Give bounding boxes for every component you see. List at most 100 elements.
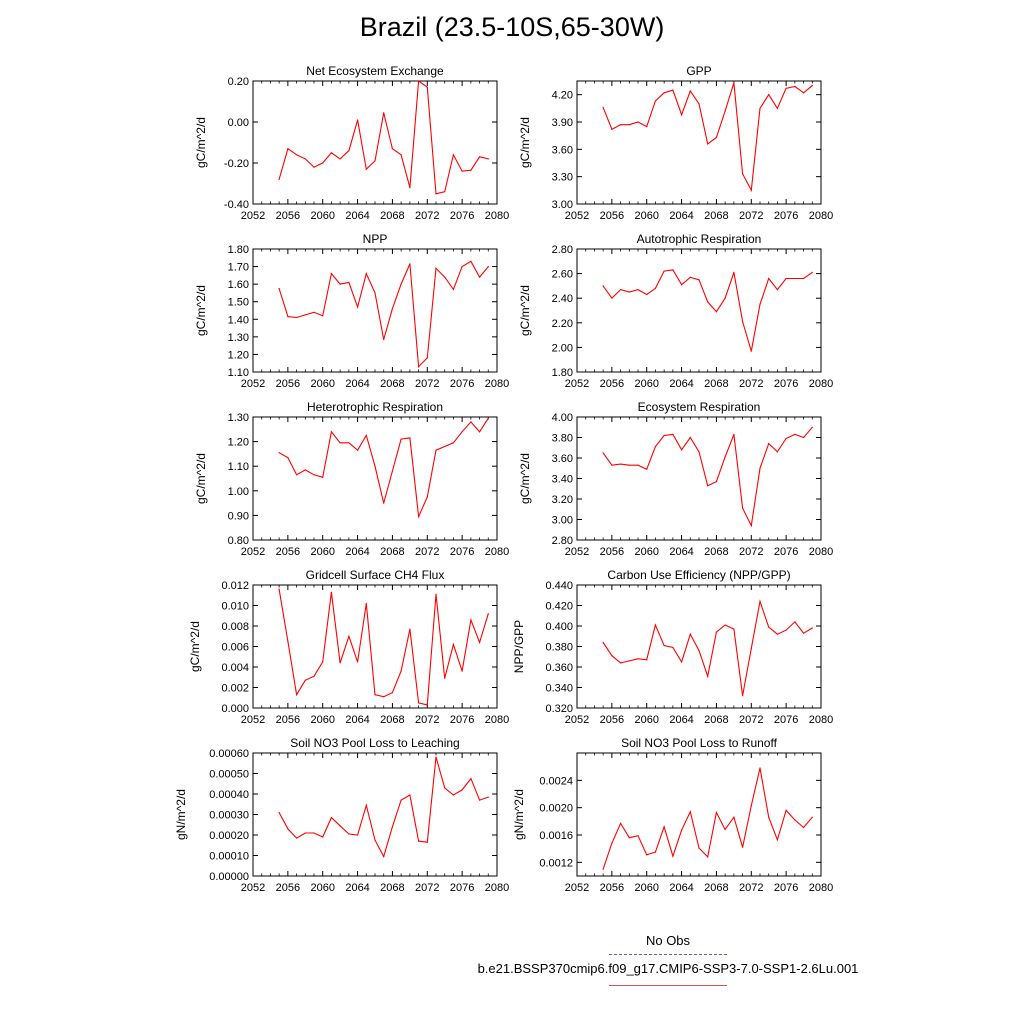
- x-tick-label: 2052: [241, 714, 265, 726]
- data-point: [602, 452, 604, 454]
- data-point: [339, 442, 341, 444]
- data-point: [785, 629, 787, 631]
- y-tick-label: 1.70: [228, 262, 249, 274]
- y-tick-label: 3.20: [552, 494, 573, 506]
- data-point: [296, 694, 298, 696]
- y-tick-label: 0.90: [228, 510, 249, 522]
- x-tick-label: 2072: [415, 882, 439, 894]
- panel-gridcell-surface-ch4-flux: Gridcell Surface CH4 Flux 2052 2056 2060 206…: [188, 568, 509, 726]
- x-tick-label: 2080: [485, 546, 509, 558]
- data-point: [759, 767, 761, 769]
- data-point: [768, 277, 770, 280]
- data-point: [426, 496, 428, 498]
- y-tick-label: 0.00030: [209, 810, 249, 822]
- y-tick-label: 3.40: [552, 474, 573, 486]
- x-tick-label: 2072: [739, 882, 763, 894]
- x-tick-label: 2064: [669, 882, 693, 894]
- x-tick-label: 2052: [565, 210, 589, 222]
- data-point: [426, 357, 428, 359]
- data-point: [400, 154, 402, 156]
- data-point: [304, 679, 306, 681]
- data-point: [724, 297, 726, 299]
- data-point: [776, 633, 779, 635]
- y-tick-label: 1.80: [552, 367, 573, 379]
- x-tick-label: 2056: [600, 210, 624, 222]
- y-tick-label: 0.00060: [209, 748, 249, 760]
- y-tick-label: 1.20: [228, 437, 249, 449]
- data-point: [681, 661, 683, 663]
- series-line: [278, 589, 489, 706]
- y-tick-label: 1.30: [228, 332, 249, 344]
- y-tick-label: 3.00: [552, 515, 573, 527]
- data-point: [628, 291, 630, 293]
- x-tick-label: 2068: [704, 714, 728, 726]
- data-point: [444, 276, 446, 278]
- legend-line-model-run: [609, 985, 727, 986]
- x-tick-label: 2052: [565, 882, 589, 894]
- data-point: [689, 811, 691, 813]
- data-point: [672, 433, 674, 435]
- data-point: [620, 463, 622, 465]
- data-point: [759, 467, 761, 469]
- data-point: [322, 476, 324, 478]
- data-point: [794, 819, 796, 821]
- data-point: [724, 624, 726, 626]
- data-point: [663, 644, 665, 647]
- data-point: [611, 655, 613, 657]
- y-tick-label: 3.00: [552, 199, 573, 211]
- panel-soil-no3-pool-loss-to-leaching: Soil NO3 Pool Loss to Leaching 2052 2056 20…: [174, 736, 509, 894]
- data-point: [322, 162, 324, 164]
- data-point: [313, 832, 315, 834]
- x-tick-label: 2068: [380, 882, 404, 894]
- legend: No Obs b.e21.BSSP370cmip6.f09_g17.CMIP6-…: [0, 930, 1024, 1000]
- legend-label-no-obs: No Obs: [645, 933, 691, 948]
- y-axis-label: gC/m^2/d: [518, 117, 532, 168]
- y-tick-label: 1.30: [228, 412, 249, 424]
- data-point: [435, 449, 437, 451]
- data-point: [479, 431, 481, 433]
- data-point: [374, 694, 376, 696]
- x-tick-label: 2068: [704, 378, 728, 390]
- data-point: [654, 624, 657, 626]
- data-point: [654, 446, 657, 448]
- x-tick-label: 2072: [415, 378, 439, 390]
- data-point: [759, 303, 761, 305]
- panel-title: Carbon Use Efficiency (NPP/GPP): [607, 568, 790, 582]
- data-point: [681, 284, 683, 286]
- data-point: [759, 107, 761, 109]
- x-tick-label: 2064: [669, 378, 693, 390]
- x-tick-label: 2060: [310, 210, 334, 222]
- data-point: [348, 442, 350, 444]
- data-point: [348, 833, 350, 835]
- data-point: [365, 804, 367, 806]
- data-point: [733, 433, 735, 435]
- data-point: [470, 778, 472, 780]
- panel-title: Soil NO3 Pool Loss to Runoff: [621, 736, 778, 750]
- x-tick-label: 2064: [345, 882, 369, 894]
- x-tick-label: 2072: [739, 714, 763, 726]
- y-tick-label: 0.20: [228, 76, 249, 88]
- data-point: [418, 80, 420, 82]
- y-tick-label: 0.0016: [539, 830, 573, 842]
- y-tick-label: 0.360: [545, 662, 573, 674]
- data-point: [620, 662, 622, 664]
- data-point: [768, 443, 770, 445]
- x-tick-label: 2080: [485, 210, 509, 222]
- data-point: [759, 600, 761, 603]
- data-point: [689, 436, 691, 439]
- data-point: [418, 702, 420, 704]
- panel-title: Soil NO3 Pool Loss to Leaching: [290, 736, 459, 750]
- panel-title: NPP: [363, 232, 388, 246]
- data-point: [357, 661, 359, 663]
- series-line: [602, 269, 813, 352]
- data-point: [296, 316, 298, 319]
- data-point: [296, 837, 298, 839]
- data-point: [339, 283, 341, 285]
- x-tick-label: 2080: [809, 378, 833, 390]
- data-point: [698, 279, 700, 281]
- x-tick-label: 2056: [600, 714, 624, 726]
- x-tick-label: 2080: [485, 378, 509, 390]
- panel-title: GPP: [686, 64, 711, 78]
- data-point: [435, 593, 437, 595]
- data-point: [715, 136, 718, 139]
